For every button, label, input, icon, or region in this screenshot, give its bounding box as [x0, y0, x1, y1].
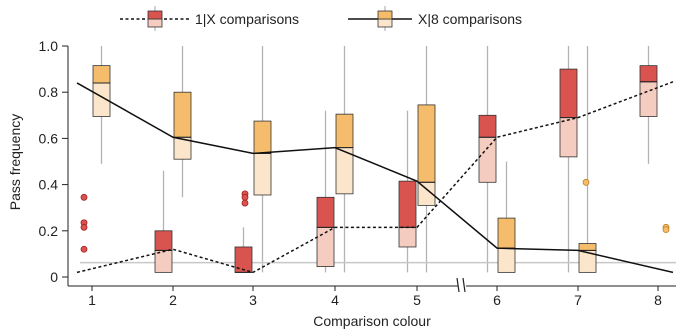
x-tick-label: 4	[331, 292, 339, 308]
box-lower-1-5	[398, 226, 417, 248]
legend: 1|X comparisons X|8 comparisons	[120, 6, 522, 31]
outlier-point	[80, 193, 88, 201]
outlier-point	[662, 226, 670, 234]
box-lower-1-6	[478, 136, 497, 183]
outlier-point	[80, 223, 88, 231]
box-lower-1-8	[639, 81, 658, 117]
box-upper-2-3	[253, 120, 272, 154]
box-upper-1-5	[398, 180, 417, 228]
x-tick-label: 1	[88, 292, 96, 308]
legend-box-upper	[377, 10, 393, 20]
box-upper-1-2	[154, 230, 173, 251]
legend-label-1: 1|X comparisons	[195, 11, 299, 27]
box-upper-2-2	[173, 91, 192, 138]
box-lower-1-7	[559, 117, 578, 158]
axes: 0 0.2 0.4 0.6 0.8 1.0 1 2 3 4 5 6 7 8	[39, 38, 676, 308]
x-tick-label: 5	[413, 292, 421, 308]
axis-break-mark	[456, 277, 460, 293]
outlier-point	[80, 245, 88, 253]
median-line-series-1	[76, 81, 674, 274]
legend-box-lower	[377, 18, 393, 28]
y-tick-label: 0.6	[39, 130, 59, 146]
outlier-point	[241, 193, 249, 201]
x-tick-label: 6	[493, 292, 501, 308]
y-tick-label: 1.0	[39, 38, 59, 54]
x-tick-label: 8	[654, 292, 662, 308]
y-tick-label: 0	[50, 269, 58, 285]
y-axis-title: Pass frequency	[7, 114, 23, 211]
box-upper-2-7	[578, 243, 597, 251]
box-lower-2-6	[497, 247, 516, 273]
legend-box-lower	[147, 18, 163, 28]
box-upper-1-7	[559, 68, 578, 119]
median-lines	[76, 81, 674, 274]
y-tick-label: 0.4	[39, 177, 59, 193]
y-tick-label: 0.2	[39, 223, 59, 239]
y-tick-label: 0.8	[39, 84, 59, 100]
median-line-series-2	[76, 82, 674, 274]
box-upper-2-6	[497, 217, 516, 249]
legend-label-2: X|8 comparisons	[418, 11, 522, 27]
box-upper-2-5	[417, 104, 436, 183]
outlier-point	[241, 199, 249, 207]
box-upper-2-1	[92, 65, 111, 84]
box-upper-1-6	[478, 114, 497, 138]
x-axis-title: Comparison colour	[313, 313, 431, 329]
outliers	[80, 178, 670, 253]
x-tick-label: 7	[574, 292, 582, 308]
x-tick-label: 2	[169, 292, 177, 308]
outlier-point	[582, 178, 590, 186]
box-lower-2-3	[253, 153, 272, 196]
box-upper-1-8	[639, 65, 658, 83]
axis-break-mark	[462, 277, 466, 293]
x-tick-label: 3	[249, 292, 257, 308]
box-upper-1-4	[316, 196, 335, 228]
boxes	[92, 65, 658, 273]
box-upper-2-4	[335, 113, 354, 149]
legend-box-upper	[147, 10, 163, 20]
